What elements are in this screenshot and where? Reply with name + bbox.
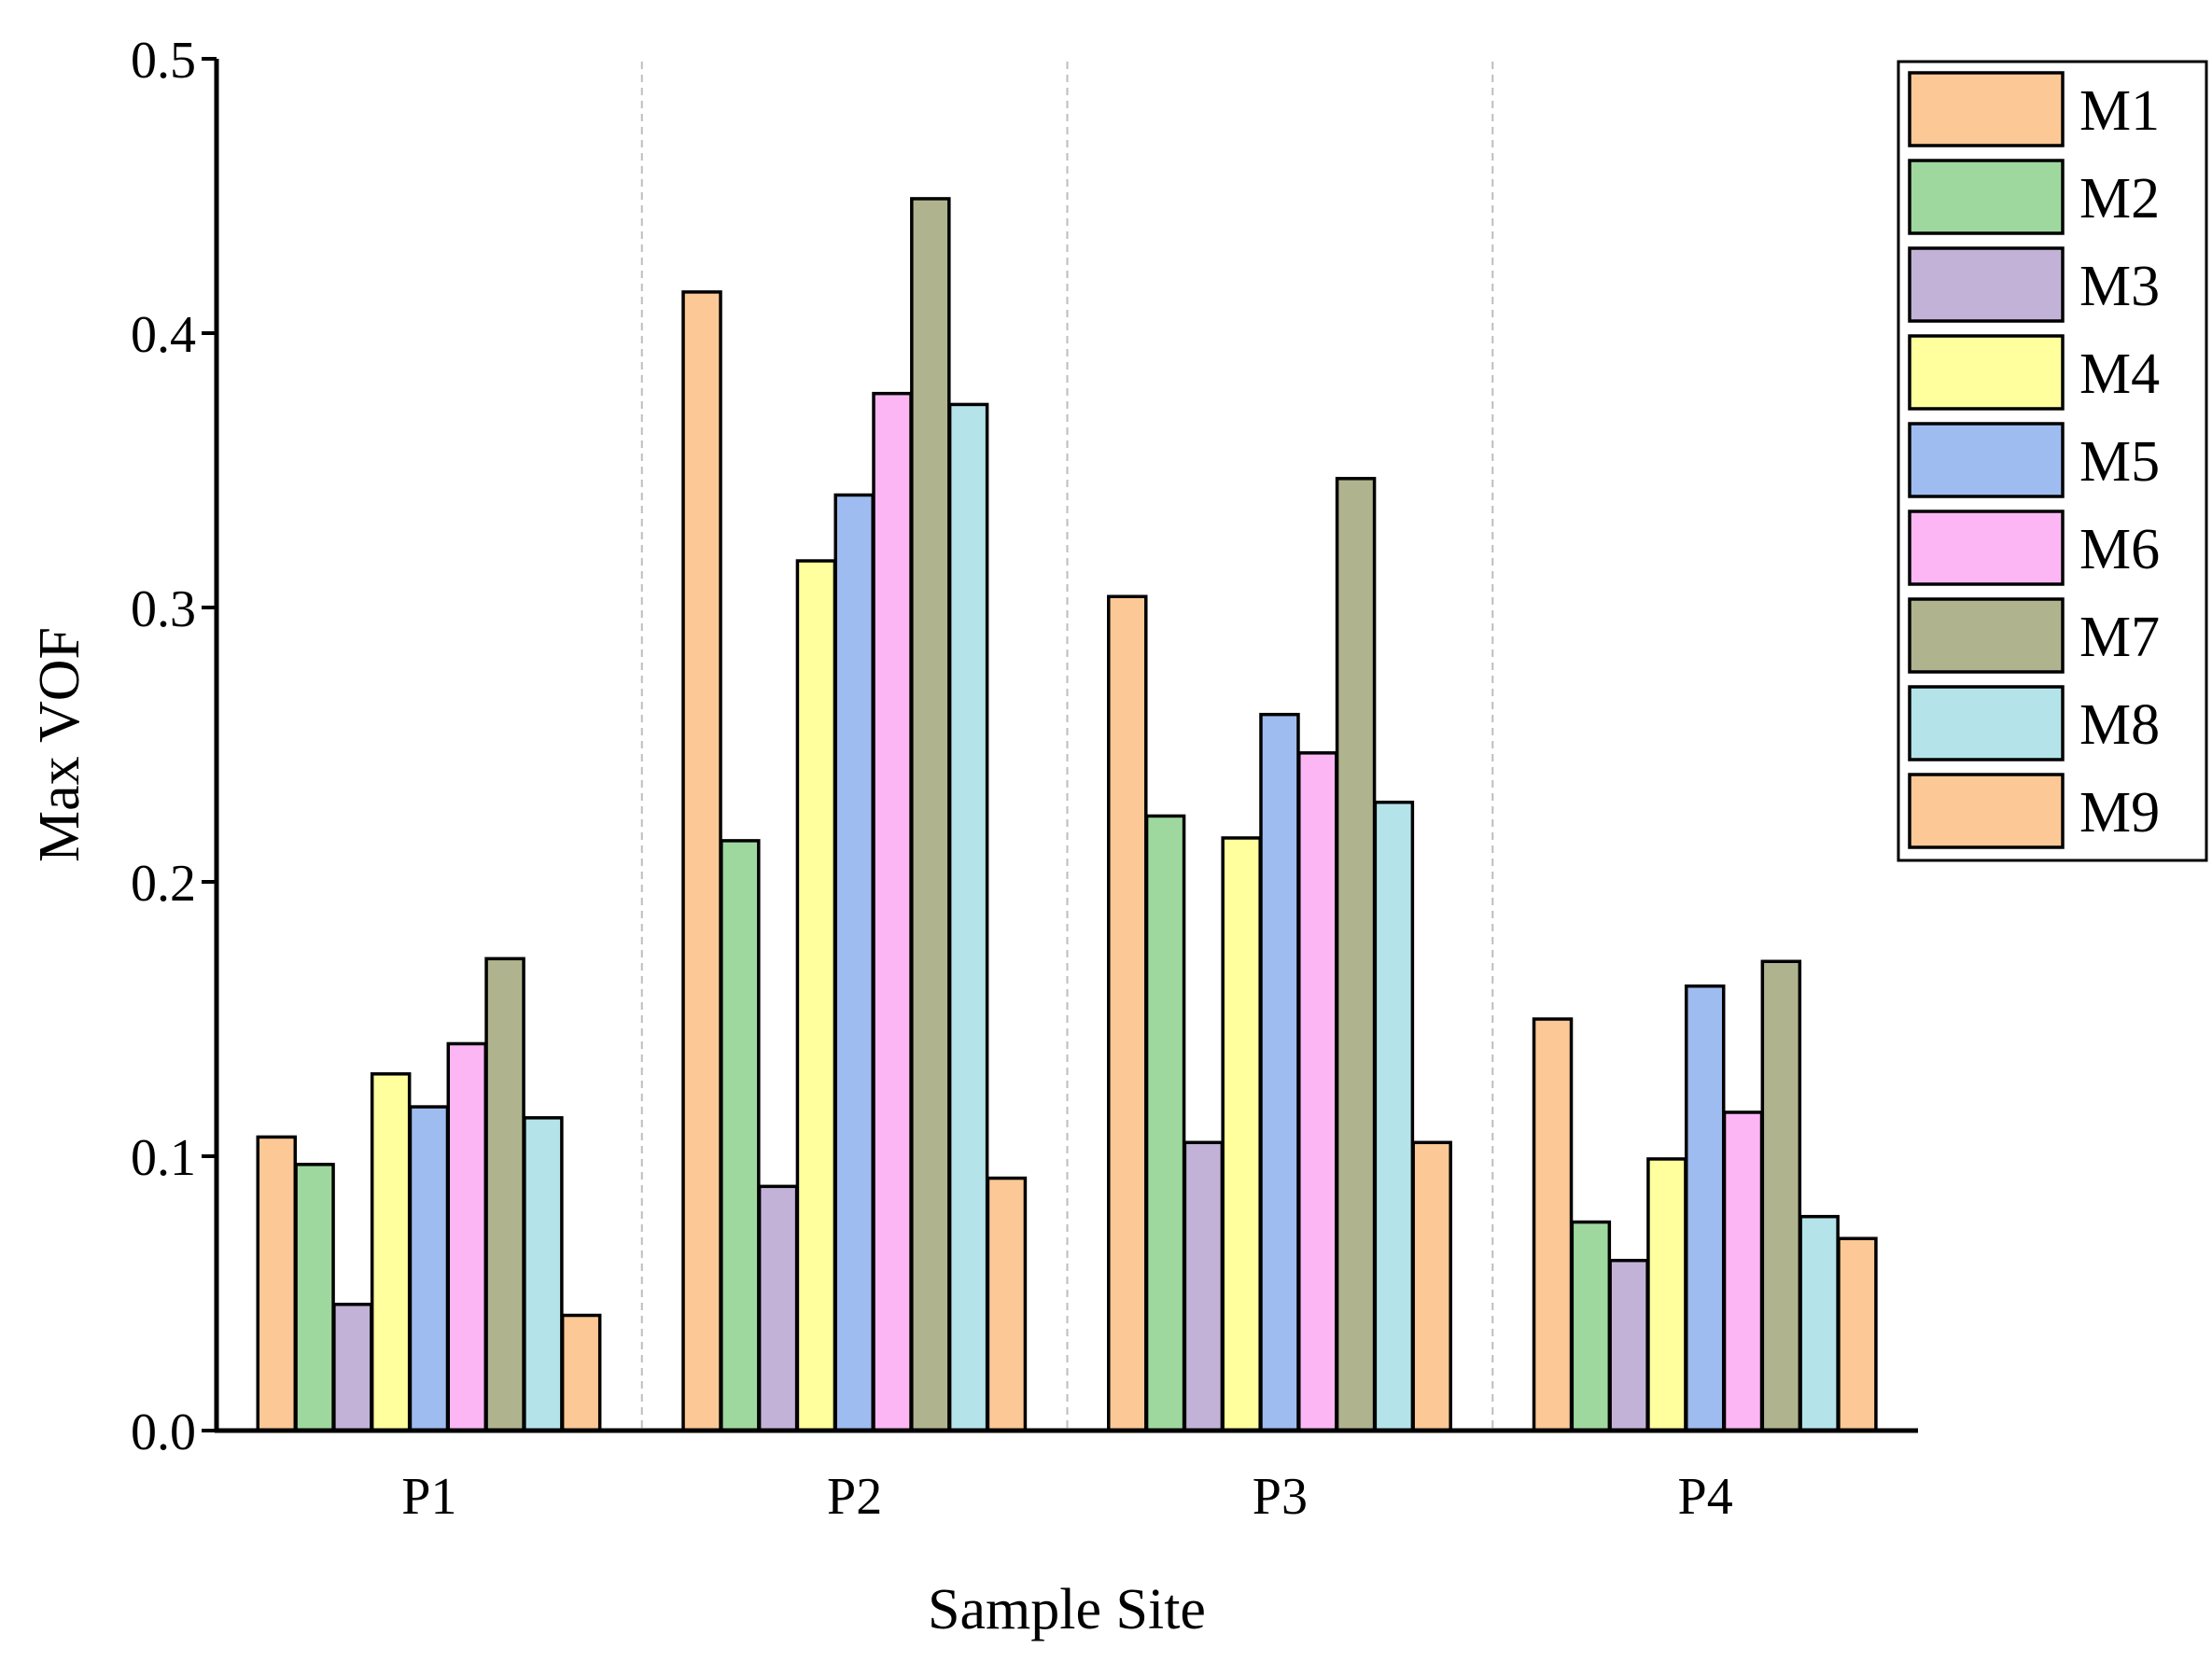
- bar-p3-m4: [1221, 836, 1262, 1432]
- legend-swatch-m9: [1908, 773, 2065, 849]
- bar-p1-m8: [523, 1116, 564, 1432]
- bar-p3-m7: [1335, 477, 1377, 1432]
- bar-p4-m2: [1570, 1220, 1612, 1432]
- y-tick-label: 0.0: [131, 1404, 196, 1461]
- legend-swatch-m7: [1908, 597, 2065, 674]
- axes: [214, 59, 1918, 1433]
- bar-p3-m3: [1183, 1140, 1225, 1432]
- bar-p4-m1: [1532, 1017, 1574, 1432]
- bar-p2-m2: [720, 839, 761, 1432]
- bar-p3-m8: [1373, 800, 1415, 1432]
- legend: M1 M2 M3 M4 M5 M6 M7 M8 M9: [1897, 60, 2208, 862]
- x-tick-label-p1: P1: [401, 1468, 456, 1526]
- legend-swatch-m3: [1908, 246, 2065, 323]
- bar-p3-m5: [1259, 712, 1300, 1432]
- bar-p1-m7: [484, 957, 525, 1432]
- legend-swatch-m6: [1908, 510, 2065, 586]
- legend-label-m4: M4: [2079, 342, 2160, 406]
- bar-p2-m3: [757, 1184, 799, 1432]
- bar-p3-m1: [1107, 594, 1148, 1432]
- bar-p4-m4: [1646, 1157, 1687, 1432]
- bar-p2-m5: [833, 493, 875, 1432]
- legend-swatch-m8: [1908, 685, 2065, 761]
- bar-p4-m6: [1722, 1110, 1764, 1432]
- legend-label-m8: M8: [2079, 693, 2160, 757]
- bar-p2-m8: [947, 402, 989, 1432]
- bar-p4-m5: [1684, 984, 1726, 1432]
- bar-p4-m3: [1608, 1258, 1649, 1432]
- bar-p2-m4: [795, 559, 837, 1432]
- y-tick-label: 0.1: [131, 1129, 196, 1187]
- group-separators: [640, 62, 1494, 1431]
- legend-swatch-m4: [1908, 334, 2065, 411]
- legend-swatch-m2: [1908, 159, 2065, 235]
- y-tick-label: 0.2: [131, 855, 196, 913]
- bar-p1-m3: [332, 1303, 373, 1432]
- bars: [256, 197, 1878, 1432]
- legend-swatch-m5: [1908, 422, 2065, 498]
- y-ticks: 0.0 0.1 0.2 0.3 0.4 0.5: [131, 32, 217, 1461]
- x-tick-label-p3: P3: [1253, 1468, 1308, 1526]
- bar-p3-m6: [1297, 751, 1338, 1432]
- bar-p3-m2: [1144, 814, 1186, 1432]
- bar-p1-m4: [370, 1072, 412, 1432]
- y-tick-label: 0.4: [131, 306, 196, 364]
- bar-p1-m6: [446, 1041, 488, 1432]
- legend-label-m3: M3: [2079, 255, 2160, 318]
- bar-p4-m9: [1837, 1236, 1878, 1432]
- bar-p1-m9: [560, 1313, 602, 1432]
- x-ticks: P1 P2 P3 P4: [401, 1468, 1732, 1526]
- bar-p4-m8: [1799, 1214, 1840, 1432]
- legend-label-m2: M2: [2079, 167, 2160, 230]
- legend-label-m7: M7: [2079, 606, 2160, 669]
- bar-p1-m5: [408, 1105, 450, 1432]
- legend-label-m6: M6: [2079, 518, 2160, 581]
- bar-p1-m1: [256, 1135, 298, 1432]
- y-tick-label: 0.5: [131, 32, 196, 90]
- x-axis-title: Sample Site: [928, 1578, 1206, 1641]
- bar-p3-m9: [1411, 1140, 1452, 1432]
- legend-label-m1: M1: [2079, 79, 2160, 143]
- legend-label-m5: M5: [2079, 430, 2160, 494]
- x-tick-label-p4: P4: [1678, 1468, 1733, 1526]
- x-tick-label-p2: P2: [827, 1468, 882, 1526]
- bar-p2-m1: [681, 290, 722, 1432]
- y-axis-title: Max VOF: [28, 627, 91, 862]
- bar-p1-m2: [294, 1163, 335, 1432]
- bar-p2-m7: [910, 197, 951, 1432]
- legend-swatch-m1: [1908, 71, 2065, 147]
- bar-p2-m9: [986, 1176, 1028, 1432]
- bar-p4-m7: [1760, 959, 1802, 1432]
- y-tick-label: 0.3: [131, 580, 196, 638]
- bar-p2-m6: [872, 391, 913, 1432]
- legend-label-m9: M9: [2079, 781, 2160, 845]
